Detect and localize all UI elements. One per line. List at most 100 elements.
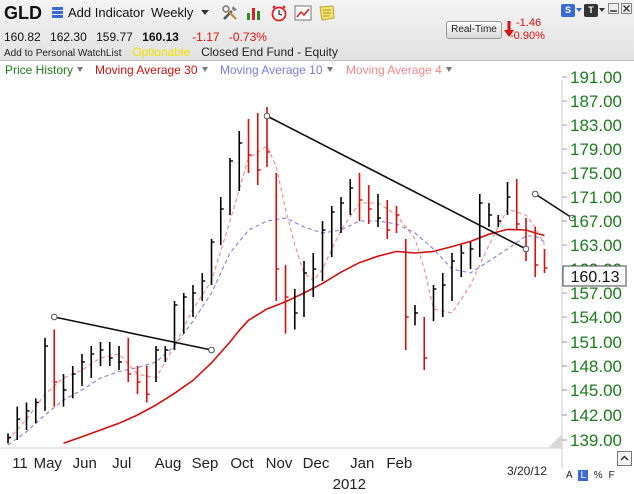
trendline-handle (531, 190, 539, 198)
price-bar (395, 206, 400, 233)
legend-ma10[interactable]: Moving Average 10 (220, 63, 333, 77)
legend-ma10-label: Moving Average 10 (220, 63, 323, 77)
t-button[interactable]: T (584, 4, 598, 17)
price-bar (219, 197, 224, 245)
x-axis-ticks: 11 May Jun Jul Aug Sep Oct Nov Dec Jan Feb 2012 (12, 455, 412, 493)
trendlines[interactable] (50, 112, 576, 354)
trendline (534, 193, 573, 219)
tools-icon[interactable] (221, 4, 239, 22)
price-bar (488, 203, 492, 227)
price-bar (44, 337, 48, 411)
chevron-down-icon (201, 10, 210, 15)
indicator-list-icon (52, 7, 63, 18)
price-bar (53, 329, 58, 407)
legend-ma4-label: Moving Average 4 (346, 63, 442, 77)
legend-ma30[interactable]: Moving Average 30 (95, 63, 208, 77)
symbol-label[interactable]: GLD (4, 3, 42, 23)
s-button[interactable]: S (561, 4, 575, 17)
period-select[interactable]: Weekly (151, 5, 210, 20)
legend-ma4[interactable]: Moving Average 4 (346, 63, 452, 77)
alarm-clock-icon[interactable] (270, 4, 288, 22)
price-bar (423, 317, 428, 370)
indicator-settings-icon[interactable] (294, 4, 312, 22)
price-bar (312, 253, 317, 297)
price-bar (229, 158, 233, 215)
price-bar (34, 398, 39, 424)
price-bar (441, 273, 446, 317)
realtime-change-value: -1.46 (516, 17, 542, 29)
s-caret-icon (576, 8, 582, 12)
x-tick-label: Jun (73, 455, 97, 472)
t-caret-icon (599, 8, 605, 12)
footer-a-button[interactable]: A (566, 470, 573, 481)
minimize-icon[interactable] (608, 3, 619, 14)
price-bar (543, 249, 548, 273)
footer-buttons: A L % F (566, 470, 618, 481)
trendline (266, 115, 527, 250)
current-price-frame (562, 265, 627, 287)
footer-percent-button[interactable]: % (593, 470, 603, 481)
price-bar (414, 305, 418, 326)
price-bar (386, 200, 391, 239)
price-bar (358, 173, 363, 221)
x-tick-label: 2012 (333, 476, 366, 493)
price-bar (99, 342, 104, 366)
price-bar (284, 265, 289, 334)
x-tick-label: Feb (386, 455, 412, 472)
note-icon[interactable] (318, 4, 336, 22)
optionable-label[interactable]: Optionable (132, 45, 191, 59)
price-bar (247, 119, 252, 173)
ma10-line (7, 217, 545, 446)
price-bar (192, 285, 196, 317)
trendline-handle (50, 313, 58, 321)
expand-icon[interactable] (617, 451, 632, 466)
trendline-handle (522, 245, 530, 253)
realtime-change-percent: -0.90% (510, 30, 545, 42)
y-tick-label: 171.00 (570, 188, 622, 207)
y-tick-label: 139.00 (570, 431, 622, 450)
indicator-legend: Price History Moving Average 30 Moving A… (0, 61, 634, 79)
y-tick-label: 183.00 (570, 116, 622, 135)
footer-l-button[interactable]: L (578, 470, 589, 481)
ma10-series (7, 217, 545, 446)
add-indicator-button[interactable]: Add Indicator (52, 5, 145, 20)
close-icon[interactable] (621, 3, 632, 14)
price-bar (136, 366, 141, 395)
chevron-down-icon (445, 67, 452, 72)
price-bar (349, 179, 354, 215)
price-bar (201, 273, 206, 301)
trendline-handle (263, 112, 271, 120)
footer-f-button[interactable]: F (608, 470, 615, 481)
y-axis-ticks: 139.00 142.00 145.00 148.00 151.00 154.00 157.… (562, 68, 622, 450)
price-bar (90, 346, 95, 378)
price-bar (367, 185, 372, 224)
top-toolbar: GLD Add Indicator Weekly 160.82 162.30 1… (0, 0, 634, 61)
price-bar (145, 366, 150, 403)
resize-corner-icon[interactable] (548, 434, 562, 448)
change-percent: -0.73% (228, 30, 267, 44)
add-to-watchlist-link[interactable]: Add to Personal WatchList (4, 48, 122, 59)
legend-price-history[interactable]: Price History (5, 63, 84, 77)
chevron-down-icon (77, 67, 84, 72)
price-bar (118, 346, 122, 370)
ma4-series (7, 145, 545, 441)
trendline (54, 316, 212, 351)
y-tick-label: 167.00 (570, 212, 622, 231)
price-bar (469, 242, 474, 269)
y-tick-label: 148.00 (570, 357, 622, 376)
price-bar (155, 346, 159, 382)
x-tick-label: Aug (155, 455, 182, 472)
price-bar (81, 354, 85, 386)
x-tick-label: Oct (230, 455, 254, 472)
price-bar (25, 402, 30, 430)
price-bar (238, 131, 243, 191)
bar-chart-icon[interactable] (245, 4, 263, 22)
chevron-down-icon (326, 67, 333, 72)
period-label: Weekly (151, 5, 194, 20)
trendline-handle (568, 214, 576, 222)
price-bar (7, 433, 11, 444)
real-time-button[interactable]: Real-Time (446, 21, 502, 39)
y-tick-label: 187.00 (570, 92, 622, 111)
price-bar (515, 179, 520, 230)
